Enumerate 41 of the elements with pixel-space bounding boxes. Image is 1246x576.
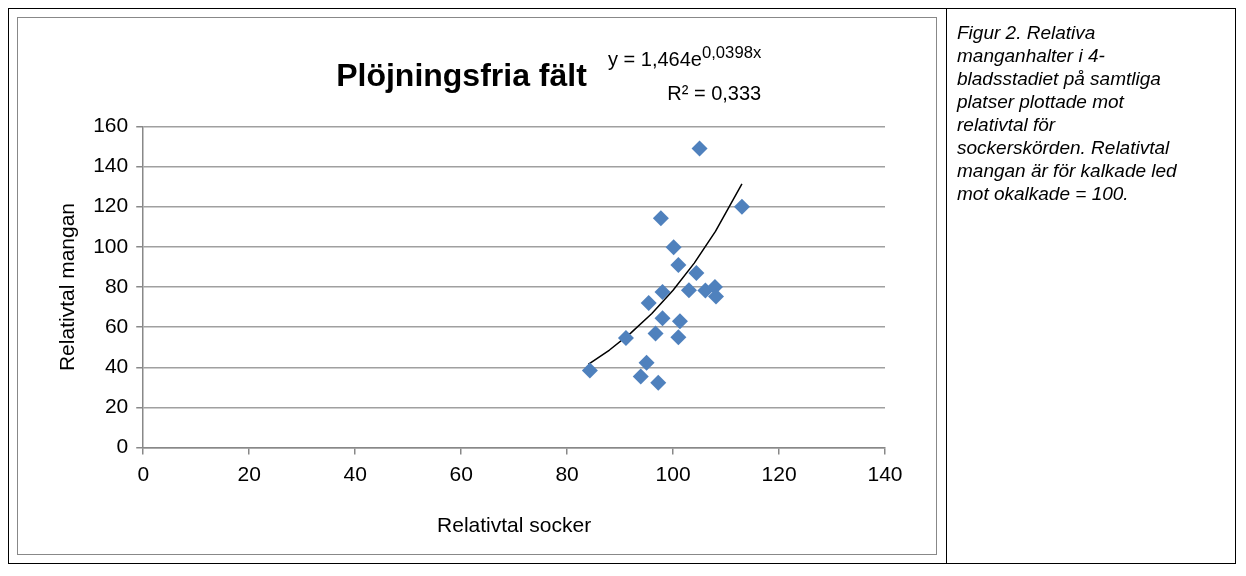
point (581, 362, 598, 379)
y-tick-label: 20 (104, 394, 129, 418)
y-tick-label: 0 (116, 434, 129, 458)
point (638, 354, 655, 371)
y-tick-label: 60 (104, 313, 129, 337)
x-tick-label: 100 (655, 462, 691, 485)
text: R² = 0,333 (666, 80, 762, 106)
x-axis-title: Relativtal socker (437, 513, 592, 537)
y-tick-label: 80 (104, 273, 129, 297)
point (670, 329, 687, 346)
y-tick-label: 100 (93, 233, 129, 257)
y-axis-title: Relativtal mangan (55, 202, 79, 372)
point (640, 295, 657, 312)
x-tick-label: 40 (343, 462, 367, 485)
y-tick-label: 40 (104, 354, 129, 378)
y-tick-label: 160 (93, 113, 129, 137)
point (670, 256, 687, 273)
point (654, 284, 671, 301)
point (654, 310, 671, 327)
point (733, 198, 750, 215)
point (652, 210, 669, 227)
x-tick-label: 140 (867, 462, 903, 485)
point (647, 325, 664, 342)
y-tick-label: 140 (93, 153, 129, 177)
x-tick-label: 80 (555, 462, 579, 485)
y-tick-label: 120 (93, 193, 129, 217)
text: Figur 2. Relativa manganhalter i 4-bladsstadiet på samtliga platser plottade mot relativtal för sockerskörden. Relativtal mangan är för kalkade led mot okalkade = 100. (957, 21, 1178, 205)
point (688, 264, 705, 281)
x-tick-label: 0 (137, 462, 150, 485)
x-tick-label: 60 (449, 462, 473, 485)
chart-title: Plöjningsfria fält (336, 57, 588, 94)
point (680, 282, 697, 299)
point (617, 329, 634, 346)
point (650, 374, 667, 391)
text: y = 1,464e$^{0,0398x}$ (608, 42, 762, 72)
point (665, 239, 682, 256)
point (632, 368, 649, 385)
x-tick-label: 120 (761, 462, 797, 485)
x-tick-label: 20 (237, 462, 261, 485)
point (671, 313, 688, 330)
point (691, 140, 708, 157)
